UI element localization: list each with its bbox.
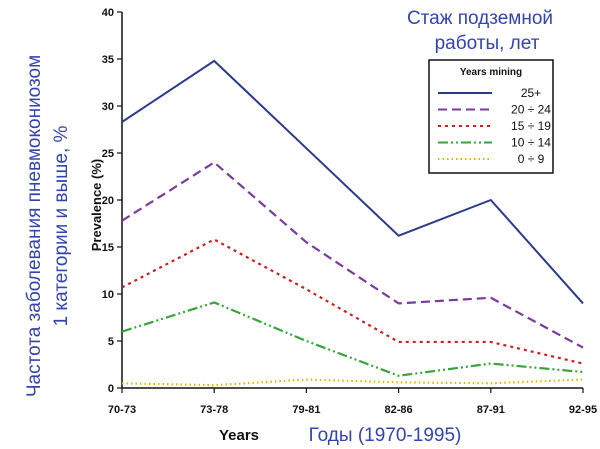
legend-label: 25+ <box>521 86 541 100</box>
y-tick-label: 20 <box>102 195 114 207</box>
legend-box <box>428 59 554 174</box>
x-tick-label: 92-95 <box>569 404 597 416</box>
y-axis-title: Prevalence (%) <box>89 159 104 252</box>
series-line <box>121 301 584 377</box>
series-line <box>121 378 584 387</box>
x-tick-label: 87-91 <box>477 404 505 416</box>
x-axis-title: Years <box>219 427 259 444</box>
y-tick-label: 0 <box>108 383 114 395</box>
ru-legend-title-line2: работы, лет <box>435 33 540 54</box>
ru-x-title: Годы (1970-1995) <box>309 425 462 446</box>
legend-label: 10 ÷ 14 <box>511 136 551 150</box>
ru-y-title-line1: Частота заболевания пневмокониозом <box>24 55 45 397</box>
ru-legend-title-line1: Стаж подземной <box>407 8 553 29</box>
x-tick-label: 70-73 <box>108 404 136 416</box>
y-tick-label: 25 <box>102 148 114 160</box>
y-tick-label: 5 <box>108 336 114 348</box>
ru-y-title-line2: 1 категории и выше, % <box>51 125 72 326</box>
y-tick-label: 30 <box>102 101 114 113</box>
y-tick-label: 35 <box>102 54 114 66</box>
legend-title: Years mining <box>460 67 522 78</box>
y-tick-label: 40 <box>102 7 114 19</box>
legend-label: 20 ÷ 24 <box>511 103 551 117</box>
series-line <box>121 59 584 305</box>
y-tick-label: 10 <box>102 289 114 301</box>
x-tick-label: 79-81 <box>292 404 320 416</box>
legend: Years mining 25+ 20 ÷ 24 15 ÷ 19 10 ÷ 14 0 ÷… <box>428 59 554 174</box>
legend-label: 15 ÷ 19 <box>511 119 551 133</box>
series-line <box>121 238 584 365</box>
y-tick-label: 15 <box>102 242 114 254</box>
x-tick-label: 73-78 <box>200 404 228 416</box>
series-line <box>121 161 584 349</box>
legend-label: 0 ÷ 9 <box>518 152 545 166</box>
x-tick-label: 82-86 <box>385 404 413 416</box>
